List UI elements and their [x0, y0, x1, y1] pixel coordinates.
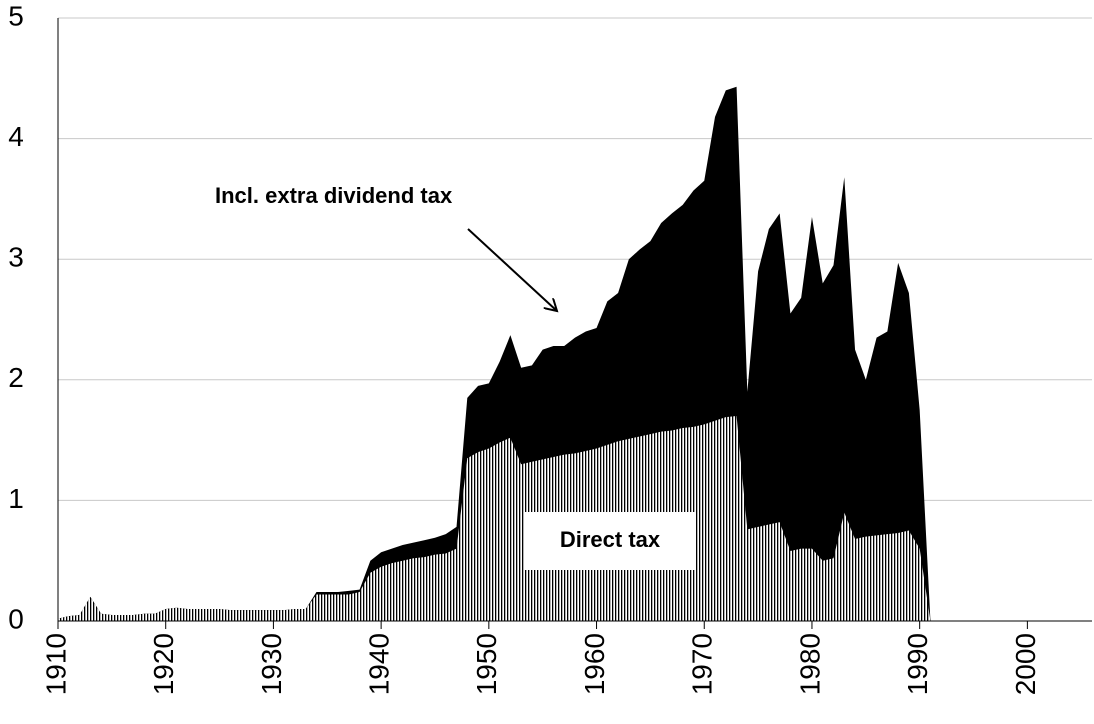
- x-tick-label: 1970: [687, 633, 718, 695]
- x-tick-label: 1960: [579, 633, 610, 695]
- series-label: Incl. extra dividend tax: [215, 183, 453, 208]
- y-tick-label: 0: [8, 603, 24, 634]
- label-box: [525, 512, 695, 570]
- y-tick-label: 5: [8, 0, 24, 31]
- x-tick-label: 1990: [902, 633, 933, 695]
- y-tick-label: 3: [8, 242, 24, 273]
- x-tick-label: 1950: [471, 633, 502, 695]
- x-tick-label: 1920: [148, 633, 179, 695]
- x-tick-label: 1910: [40, 633, 71, 695]
- area: [58, 415, 931, 621]
- x-tick-label: 1980: [794, 633, 825, 695]
- y-tick-label: 2: [8, 362, 24, 393]
- y-tick-label: 1: [8, 483, 24, 514]
- y-tick-label: 4: [8, 121, 24, 152]
- annotation-arrow: [467, 228, 557, 311]
- x-tick-label: 1940: [364, 633, 395, 695]
- x-tick-label: 2000: [1010, 633, 1041, 695]
- series-label: Direct tax: [560, 527, 661, 552]
- x-tick-label: 1930: [256, 633, 287, 695]
